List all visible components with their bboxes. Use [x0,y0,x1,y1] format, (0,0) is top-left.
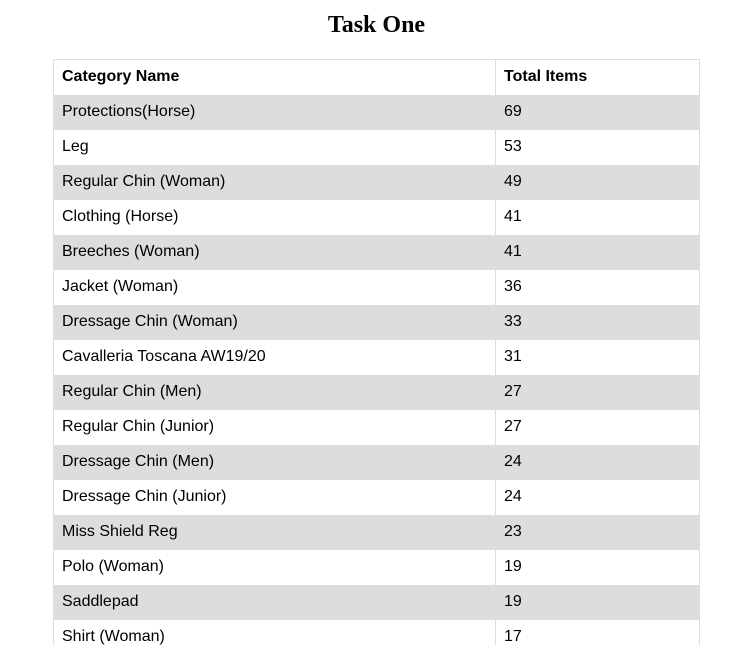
total-items-cell: 53 [495,129,700,165]
category-name-cell: Polo (Woman) [53,549,496,585]
column-header-category-name: Category Name [53,59,496,95]
total-items-cell: 33 [495,304,700,340]
total-items-cell: 19 [495,549,700,585]
category-name-cell: Saddlepad [53,584,496,620]
table-row: Cavalleria Toscana AW19/20 31 [53,339,700,375]
table-row: Regular Chin (Men) 27 [53,374,700,410]
table-row: Saddlepad 19 [53,584,700,620]
table-row: Dressage Chin (Junior) 24 [53,479,700,515]
category-name-cell: Shirt (Woman) [53,619,496,645]
total-items-cell: 24 [495,444,700,480]
category-name-cell: Regular Chin (Junior) [53,409,496,445]
total-items-cell: 24 [495,479,700,515]
category-name-cell: Protections(Horse) [53,94,496,130]
table-row: Protections(Horse) 69 [53,94,700,130]
category-name-cell: Dressage Chin (Junior) [53,479,496,515]
table-row: Shirt (Woman) 17 [53,619,700,645]
total-items-cell: 36 [495,269,700,305]
total-items-cell: 19 [495,584,700,620]
category-name-cell: Leg [53,129,496,165]
total-items-cell: 17 [495,619,700,645]
table-row: Dressage Chin (Men) 24 [53,444,700,480]
category-name-cell: Cavalleria Toscana AW19/20 [53,339,496,375]
table-row: Regular Chin (Woman) 49 [53,164,700,200]
table-header-row: Category Name Total Items [53,59,700,95]
table-row: Jacket (Woman) 36 [53,269,700,305]
table-row: Dressage Chin (Woman) 33 [53,304,700,340]
total-items-cell: 69 [495,94,700,130]
category-name-cell: Dressage Chin (Woman) [53,304,496,340]
category-name-cell: Breeches (Woman) [53,234,496,270]
total-items-cell: 27 [495,409,700,445]
table-row: Regular Chin (Junior) 27 [53,409,700,445]
category-table: Category Name Total Items Protections(Ho… [53,59,700,645]
table-row: Leg 53 [53,129,700,165]
category-name-cell: Clothing (Horse) [53,199,496,235]
total-items-cell: 27 [495,374,700,410]
category-name-cell: Regular Chin (Men) [53,374,496,410]
total-items-cell: 41 [495,234,700,270]
table-row: Breeches (Woman) 41 [53,234,700,270]
table-row: Miss Shield Reg 23 [53,514,700,550]
table-row: Clothing (Horse) 41 [53,199,700,235]
total-items-cell: 41 [495,199,700,235]
category-name-cell: Regular Chin (Woman) [53,164,496,200]
column-header-total-items: Total Items [495,59,700,95]
category-name-cell: Dressage Chin (Men) [53,444,496,480]
total-items-cell: 31 [495,339,700,375]
total-items-cell: 23 [495,514,700,550]
page-title: Task One [327,12,426,38]
total-items-cell: 49 [495,164,700,200]
category-name-cell: Jacket (Woman) [53,269,496,305]
category-name-cell: Miss Shield Reg [53,514,496,550]
table-row: Polo (Woman) 19 [53,549,700,585]
